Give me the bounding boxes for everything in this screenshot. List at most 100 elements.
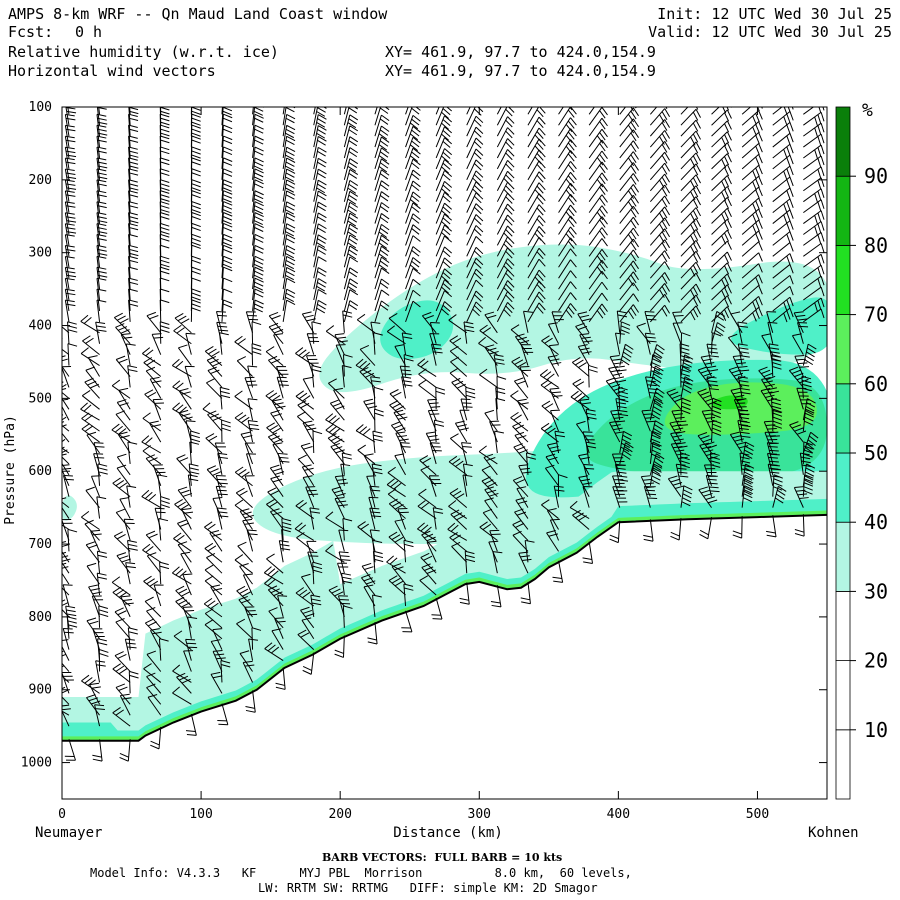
wind-barb (527, 204, 546, 224)
wind-barb (649, 365, 664, 388)
wind-barb (616, 310, 628, 333)
wind-barb (252, 288, 264, 312)
wind-barb (313, 107, 327, 126)
model-info-line1: Model Info: V4.3.3 KF MYJ PBL Morrison 8… (90, 866, 632, 880)
colorbar-swatch (835, 452, 851, 523)
wind-barb (649, 398, 664, 421)
wind-barb (62, 338, 70, 356)
wind-barb (760, 387, 777, 410)
wind-barb (80, 347, 100, 367)
wind-barb (374, 202, 390, 224)
wind-barb (374, 136, 390, 159)
wind-barb (496, 203, 515, 224)
wind-barb (374, 147, 390, 170)
wind-barb (706, 343, 719, 366)
wind-barb (388, 575, 406, 596)
wind-barb (204, 521, 223, 541)
wind-barb (92, 739, 103, 762)
wind-barb (649, 119, 671, 137)
wind-barb (234, 466, 253, 487)
wind-barb (680, 364, 691, 388)
wind-barb (342, 517, 353, 541)
wind-barb (577, 344, 592, 366)
wind-barb (772, 154, 794, 170)
wind-barb (115, 508, 131, 530)
wind-barb (252, 244, 264, 268)
wind-barb (245, 690, 256, 713)
axis-layer: 100 200 300 400 500 600 700 800 900 1000 0 100 200 30… (21, 100, 827, 822)
wind-barb (619, 238, 639, 257)
wind-barb (115, 410, 131, 432)
wind-barb (125, 343, 136, 366)
wind-barb (435, 137, 453, 159)
wind-barb (142, 445, 162, 465)
colorbar: 10 20 30 40 50 60 70 80 90% (835, 100, 888, 800)
wind-barb (252, 135, 264, 159)
wind-barb (619, 227, 639, 246)
wind-barb (146, 607, 162, 629)
wind-barb (313, 201, 327, 224)
wind-barb (95, 660, 106, 683)
wind-barb (435, 279, 453, 301)
wind-barb (706, 376, 720, 399)
wind-barb (142, 347, 162, 367)
wind-barb (221, 168, 233, 191)
wind-barb (124, 638, 137, 661)
wind-barb (496, 302, 515, 323)
wind-barb (188, 463, 200, 486)
wind-barb (282, 124, 296, 148)
wind-barb (334, 497, 348, 519)
wind-barb (282, 223, 296, 246)
wind-barb (374, 234, 390, 257)
wind-barb (711, 229, 732, 246)
wind-barb (433, 419, 445, 443)
wind-barb (313, 136, 327, 159)
wind-barb (159, 321, 170, 344)
wind-barb (145, 366, 162, 388)
wind-barb (343, 234, 359, 257)
wind-barb (386, 555, 406, 574)
wind-barb (417, 522, 437, 541)
wind-barb (679, 343, 690, 366)
wind-barb (221, 113, 233, 137)
wind-barb (728, 366, 746, 388)
wind-barb (554, 430, 566, 454)
wind-barb (277, 595, 288, 618)
wind-barb (374, 256, 390, 279)
wind-barb (111, 576, 131, 596)
wind-barb (405, 107, 409, 115)
wind-barb (205, 433, 223, 454)
wind-barb (551, 311, 564, 333)
wind-barb (325, 511, 345, 530)
wind-barb (649, 206, 671, 224)
wind-barb (427, 398, 441, 421)
wind-barb (281, 528, 291, 552)
wind-barb (496, 116, 515, 137)
wind-barb (614, 332, 625, 355)
wind-barb (405, 246, 421, 268)
wind-barb (221, 419, 231, 443)
wind-barb (680, 218, 701, 235)
wind-barb (301, 617, 315, 640)
wind-barb (680, 141, 701, 159)
wind-barb (418, 368, 437, 388)
wind-barb (680, 376, 694, 399)
wind-barb (799, 452, 812, 475)
wind-barb (401, 610, 413, 633)
wind-barb (372, 550, 384, 574)
wind-barb (144, 389, 162, 410)
wind-barb (234, 412, 253, 432)
wind-barb (144, 618, 162, 640)
wind-barb (490, 585, 502, 608)
wind-barb (297, 454, 315, 476)
wind-barb (374, 300, 390, 323)
wind-barb (282, 256, 296, 279)
wind-barb (141, 435, 162, 454)
wind-barb (246, 529, 258, 552)
y-axis-label: Pressure (hPa) (3, 415, 18, 525)
model-info-line2: LW: RRTM SW: RRTMG DIFF: simple KM: 2D S… (258, 881, 598, 895)
wind-barb (558, 215, 577, 235)
wind-barb (449, 531, 468, 552)
wind-barb (435, 180, 453, 202)
wind-barb (90, 529, 102, 552)
